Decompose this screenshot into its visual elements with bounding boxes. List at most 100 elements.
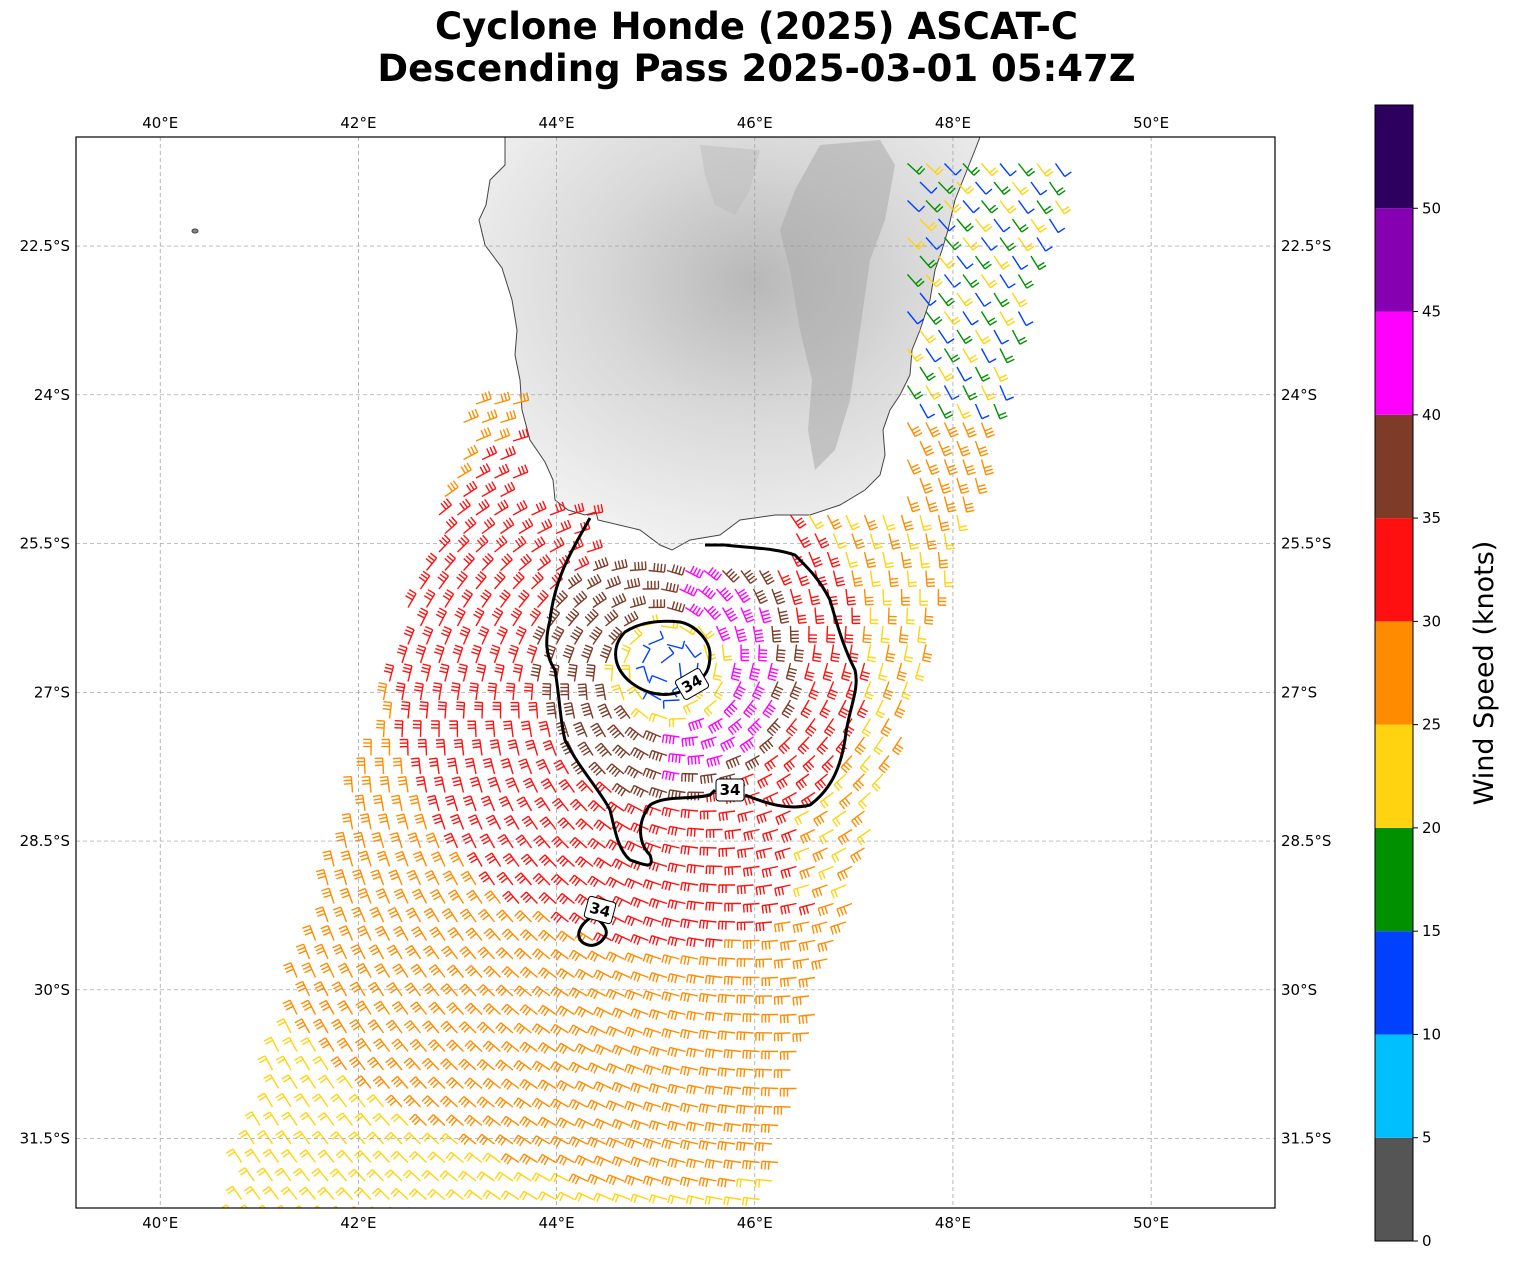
wind-barb <box>349 1019 366 1034</box>
wind-barb <box>925 533 937 550</box>
wind-barb <box>312 1018 329 1034</box>
wind-barb <box>736 1031 754 1041</box>
wind-barb <box>773 1032 791 1042</box>
wind-barb <box>317 1225 334 1237</box>
wind-barb <box>466 851 483 867</box>
wind-barb <box>631 1231 649 1240</box>
wind-barb <box>629 627 643 646</box>
wind-barb <box>892 736 904 756</box>
wind-barb <box>1017 200 1035 215</box>
wind-barb <box>1011 218 1029 233</box>
wind-barb <box>937 255 956 269</box>
wind-barb <box>372 1187 390 1200</box>
wind-barb <box>207 1223 223 1236</box>
wind-barb <box>826 514 843 530</box>
wind-barb <box>563 702 576 719</box>
wind-barb <box>611 1118 631 1130</box>
wind-barb <box>441 908 459 923</box>
wind-barb <box>974 181 993 195</box>
wind-barb <box>388 1206 393 1208</box>
wind-barb <box>478 625 490 645</box>
wind-barb <box>808 551 823 568</box>
wind-barb <box>937 329 955 344</box>
wind-barb <box>406 869 422 886</box>
wind-barb <box>408 1188 427 1201</box>
wind-barb <box>781 791 797 808</box>
wind-barb <box>736 847 754 859</box>
wind-barb <box>974 218 993 233</box>
wind-barb <box>459 946 477 960</box>
wind-barb <box>263 1036 280 1052</box>
wind-barb <box>358 850 372 867</box>
wind-barb <box>761 939 779 950</box>
wind-barb <box>390 1113 409 1126</box>
wind-barb <box>705 901 723 911</box>
wind-barb <box>648 1194 668 1204</box>
wind-barb <box>817 902 834 917</box>
wind-barb <box>414 682 424 701</box>
wind-barb <box>329 1168 348 1182</box>
wind-barb <box>687 754 705 765</box>
wind-barb <box>681 772 699 782</box>
wind-barb <box>766 718 781 737</box>
wind-barb <box>906 237 925 250</box>
wind-barb <box>498 795 514 812</box>
wind-barb <box>999 237 1017 252</box>
wind-barb <box>429 926 446 941</box>
wind-barb <box>662 699 680 709</box>
wind-barb <box>686 900 705 911</box>
wind-barb <box>819 699 831 719</box>
wind-barb <box>505 777 520 793</box>
wind-barb <box>704 1048 723 1059</box>
wind-barb <box>833 773 847 792</box>
wind-barb <box>352 869 366 886</box>
wind-barb <box>699 1215 716 1224</box>
wind-barb <box>465 927 483 941</box>
wind-barb <box>465 889 483 904</box>
wind-barb <box>262 1224 278 1237</box>
wind-barb <box>919 588 929 606</box>
wind-barb <box>568 1136 588 1148</box>
wind-barb <box>720 736 736 752</box>
wind-barb <box>568 1061 588 1074</box>
wind-barb <box>372 1150 391 1163</box>
wind-barb <box>921 644 933 663</box>
wind-barb <box>592 1155 612 1167</box>
wind-barb <box>461 832 477 849</box>
wind-barb <box>556 930 575 943</box>
wind-barb <box>667 1083 686 1095</box>
wind-barb <box>781 699 795 719</box>
wind-barb <box>925 200 944 213</box>
wind-barb <box>680 955 699 966</box>
wind-barb <box>457 1133 477 1145</box>
wind-barb <box>741 1196 760 1206</box>
wind-barb <box>437 701 447 719</box>
wind-barb <box>900 588 910 606</box>
wind-barb <box>925 570 936 588</box>
wind-barb <box>642 767 662 780</box>
wind-barb <box>724 939 742 949</box>
wind-barb <box>611 1081 631 1093</box>
wind-barb <box>624 989 643 1001</box>
wind-barb <box>648 1046 668 1057</box>
wind-barb <box>463 480 478 498</box>
wind-barb <box>798 976 816 988</box>
wind-barb <box>698 1177 717 1188</box>
wind-barb <box>625 1213 643 1222</box>
wind-barb <box>974 477 988 495</box>
wind-barb <box>919 292 937 306</box>
wind-barb <box>793 847 810 862</box>
wind-barb <box>770 681 784 701</box>
wind-barb <box>624 1026 643 1038</box>
wind-barb <box>354 1112 372 1126</box>
wind-barb <box>686 973 705 984</box>
wind-barb <box>811 884 828 899</box>
wind-barb <box>484 890 502 904</box>
contour-label-1: 34 <box>674 668 710 700</box>
wind-barb <box>405 589 417 608</box>
wind-barb <box>925 237 944 250</box>
lat-label-right-3: 27°S <box>1281 683 1317 701</box>
wind-barb <box>391 1038 409 1052</box>
wind-barb <box>775 644 786 662</box>
wind-barb <box>818 865 834 881</box>
